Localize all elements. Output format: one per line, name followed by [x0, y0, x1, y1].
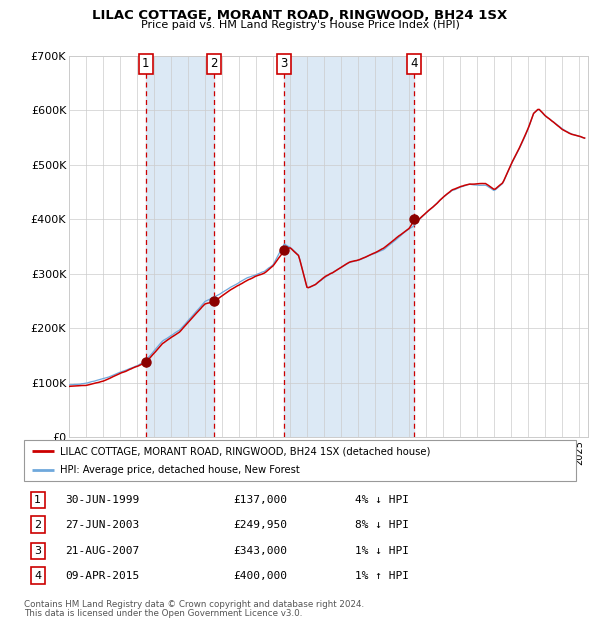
Text: LILAC COTTAGE, MORANT ROAD, RINGWOOD, BH24 1SX (detached house): LILAC COTTAGE, MORANT ROAD, RINGWOOD, BH…	[60, 446, 430, 456]
Text: 1% ↑ HPI: 1% ↑ HPI	[355, 571, 409, 581]
Text: 27-JUN-2003: 27-JUN-2003	[65, 520, 140, 530]
Text: 3: 3	[281, 58, 288, 71]
Text: 2: 2	[34, 520, 41, 530]
Text: 1: 1	[142, 58, 149, 71]
Text: 4: 4	[34, 571, 41, 581]
FancyBboxPatch shape	[24, 440, 576, 480]
Text: Contains HM Land Registry data © Crown copyright and database right 2024.: Contains HM Land Registry data © Crown c…	[24, 600, 364, 609]
Text: 4: 4	[410, 58, 418, 71]
Bar	[146, 56, 214, 437]
Text: LILAC COTTAGE, MORANT ROAD, RINGWOOD, BH24 1SX: LILAC COTTAGE, MORANT ROAD, RINGWOOD, BH…	[92, 9, 508, 22]
Text: 2: 2	[210, 58, 217, 71]
Text: 30-JUN-1999: 30-JUN-1999	[65, 495, 140, 505]
Text: HPI: Average price, detached house, New Forest: HPI: Average price, detached house, New …	[60, 466, 299, 476]
Text: 4% ↓ HPI: 4% ↓ HPI	[355, 495, 409, 505]
Text: Price paid vs. HM Land Registry's House Price Index (HPI): Price paid vs. HM Land Registry's House …	[140, 20, 460, 30]
Text: £400,000: £400,000	[234, 571, 288, 581]
Text: £137,000: £137,000	[234, 495, 288, 505]
Text: 21-AUG-2007: 21-AUG-2007	[65, 546, 140, 556]
Text: 8% ↓ HPI: 8% ↓ HPI	[355, 520, 409, 530]
Text: 09-APR-2015: 09-APR-2015	[65, 571, 140, 581]
Text: 1% ↓ HPI: 1% ↓ HPI	[355, 546, 409, 556]
Text: £343,000: £343,000	[234, 546, 288, 556]
Text: This data is licensed under the Open Government Licence v3.0.: This data is licensed under the Open Gov…	[24, 609, 302, 618]
Bar	[284, 56, 414, 437]
Text: 1: 1	[34, 495, 41, 505]
Text: £249,950: £249,950	[234, 520, 288, 530]
Text: 3: 3	[34, 546, 41, 556]
